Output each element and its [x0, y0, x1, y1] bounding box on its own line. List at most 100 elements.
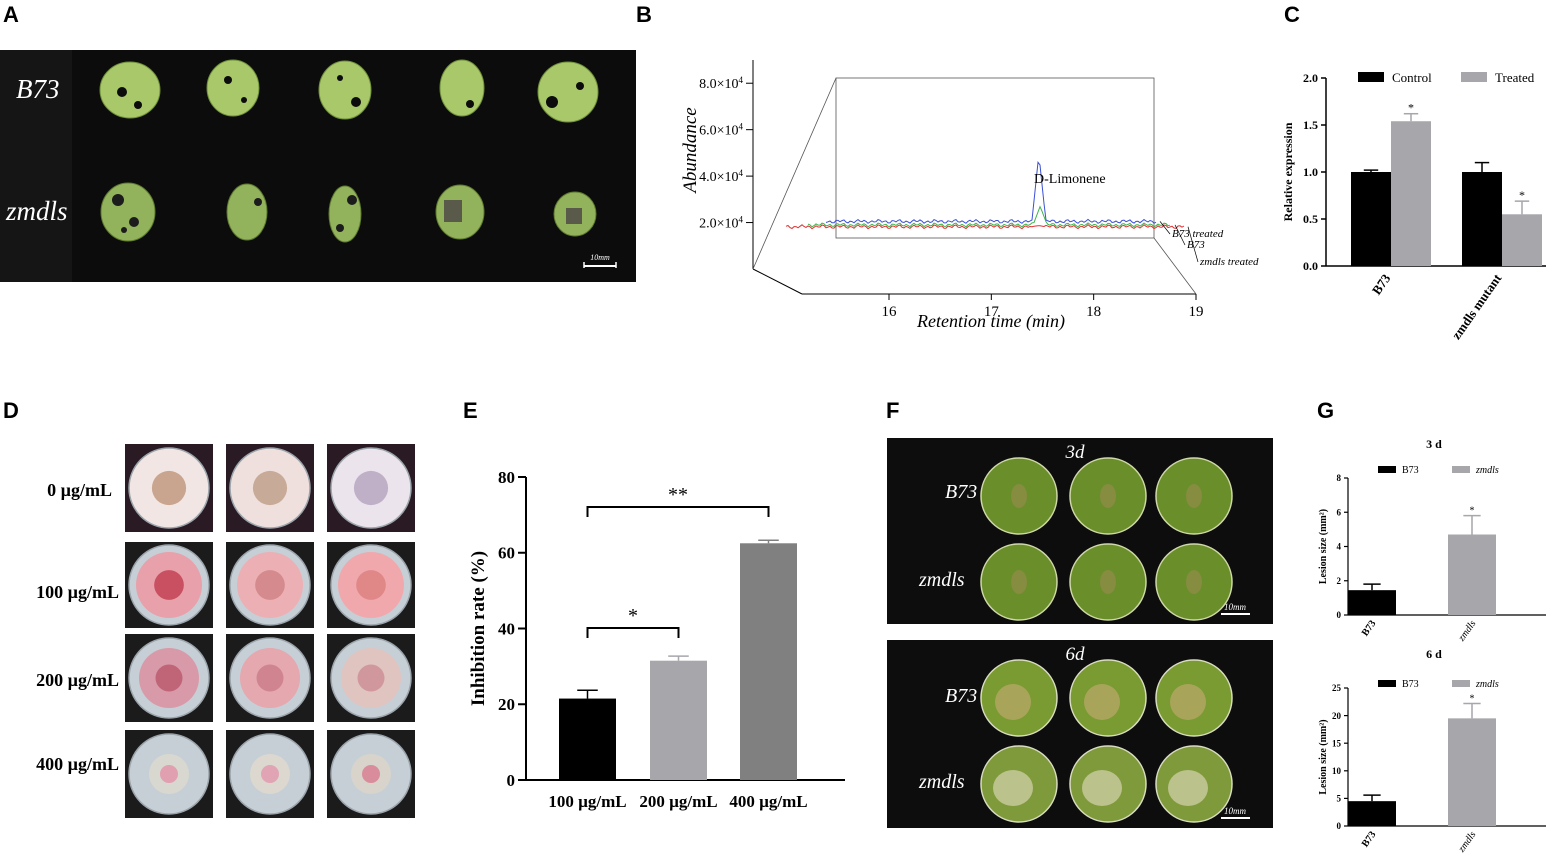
y-tick-label: 0	[507, 771, 516, 790]
legend-label: B73	[1402, 679, 1419, 690]
leaf-photo-panel-a: 10mm B73 zmdls	[0, 50, 636, 282]
panel-letter-g: G	[1317, 398, 1335, 423]
bar	[559, 698, 616, 780]
petri-dishes	[125, 444, 415, 818]
y-tick-label: 20	[1332, 711, 1342, 721]
x-tick-label: zmdls mutant	[1448, 271, 1504, 343]
x-tick-label: B73	[1360, 829, 1379, 849]
colony-center	[256, 664, 284, 692]
x-tick-label: B73	[1369, 271, 1394, 298]
y-tick-exponent: 4	[739, 168, 744, 178]
row-label-zmdls-f3: zmdls	[918, 569, 965, 591]
colony-center	[154, 570, 184, 600]
significance-star: **	[668, 484, 688, 506]
y-tick-label: 0.5	[1303, 212, 1318, 226]
panel-letter-a: A	[3, 2, 19, 27]
colony-center	[252, 470, 288, 506]
y-tick-label: 5	[1337, 794, 1342, 804]
panel-letter-f: F	[886, 398, 900, 423]
chromatogram-chart: 2.0×104 4.0×104 6.0×104 8.0×104 16 17 18 19 Abun…	[680, 60, 1259, 332]
y-tick-label: 2	[1337, 576, 1342, 586]
significance-star: *	[1470, 693, 1475, 704]
bar	[1462, 172, 1502, 266]
y-tick-label: 4.0×104	[699, 168, 743, 185]
colony-center	[356, 570, 386, 600]
legend-swatch	[1358, 72, 1384, 82]
x-tick-label: B73	[1360, 618, 1379, 638]
panel-letter-c: C	[1284, 2, 1300, 27]
colony-center	[160, 765, 178, 783]
y-axis-label: Relative expression	[1281, 122, 1295, 221]
y-tick-label: 2.0	[1303, 71, 1318, 85]
y-axis-label: Abundance	[680, 107, 701, 194]
title-6d: 6d	[1066, 644, 1086, 665]
scale-label-f3: 10mm	[1224, 602, 1246, 612]
x-tick-label: zmdls	[1456, 618, 1479, 644]
legend-swatch	[1452, 466, 1470, 473]
y-tick-label: 80	[498, 468, 515, 487]
legend-swatch	[1461, 72, 1487, 82]
x-tick-label: zmdls	[1456, 829, 1479, 855]
colony-center	[357, 664, 385, 692]
row-label-b73-f3: B73	[945, 481, 977, 503]
legend-swatch	[1378, 680, 1396, 687]
conc-label-0: 0 µg/mL	[47, 480, 112, 500]
y-tick-label: 6.0×104	[699, 122, 743, 139]
bar	[1391, 121, 1431, 267]
row-label-b73-f6: B73	[945, 685, 977, 707]
scale-label-f6: 10mm	[1224, 806, 1246, 816]
x-tick-label: 18	[1086, 304, 1101, 320]
colony-center	[261, 765, 279, 783]
bar	[740, 543, 797, 780]
panel-letter-e: E	[463, 398, 478, 423]
row-label-b73-a: B73	[16, 74, 60, 104]
lesion	[1170, 684, 1206, 720]
bar	[1448, 718, 1496, 826]
conc-label-200: 200 µg/mL	[36, 670, 119, 690]
x-tick-label: 17	[984, 304, 1000, 320]
trace-label: B73	[1187, 239, 1205, 251]
y-tick-label: 0	[1337, 821, 1342, 831]
scale-label-a: 10mm	[590, 253, 610, 262]
lesion	[1100, 484, 1116, 508]
bar	[650, 660, 707, 780]
x-tick-label: 19	[1189, 304, 1204, 320]
lesion-size-3d-chart: 3 d 0 2 4 6 8 Lesion size (mm²) B73 * zmdls B73 zmd…	[1318, 437, 1546, 644]
x-tick-label: 200 µg/mL	[639, 792, 717, 811]
y-tick-label: 25	[1332, 683, 1342, 693]
colony-center	[151, 470, 187, 506]
colony-center	[255, 570, 285, 600]
y-tick-label: 1.0	[1303, 165, 1318, 179]
peak-annotation: D-Limonene	[1034, 172, 1106, 187]
conc-label-400: 400 µg/mL	[36, 754, 119, 774]
y-tick-label: 6	[1337, 507, 1342, 517]
panel-letter-d: D	[3, 398, 19, 423]
legend-label: Control	[1392, 70, 1432, 85]
lesion	[1100, 570, 1116, 594]
legend-swatch	[1452, 680, 1470, 687]
legend-label: zmdls	[1475, 465, 1499, 476]
x-tick-label: 16	[881, 304, 897, 320]
perspective-line-top	[752, 77, 837, 270]
significance-star: *	[1408, 101, 1414, 115]
floor-right-edge	[1153, 237, 1197, 295]
y-tick-label: 8	[1337, 473, 1342, 483]
panel-letter-b: B	[636, 2, 652, 27]
title-3d: 3d	[1065, 442, 1086, 463]
y-tick-label: 0	[1337, 610, 1342, 620]
trace-line	[825, 160, 1157, 224]
back-plane	[835, 77, 1155, 239]
trace-line	[807, 205, 1171, 228]
lesion	[1011, 484, 1027, 508]
trace-line	[785, 224, 1185, 230]
trace-label: zmdls treated	[1199, 256, 1259, 268]
bar	[1348, 801, 1396, 826]
leaf-discs-f	[980, 457, 1233, 823]
floor-left-edge	[752, 268, 803, 295]
row-label-zmdls-a: zmdls	[5, 196, 68, 226]
y-tick-exponent: 4	[739, 215, 744, 225]
legend-swatch	[1378, 466, 1396, 473]
y-tick-label: 60	[498, 544, 515, 563]
x-axis-label: Retention time (min)	[916, 311, 1065, 332]
leaf-photo-panel-f: 3d 6d B73 zmdls B73 zmdls 10mm 10mm	[887, 438, 1273, 828]
